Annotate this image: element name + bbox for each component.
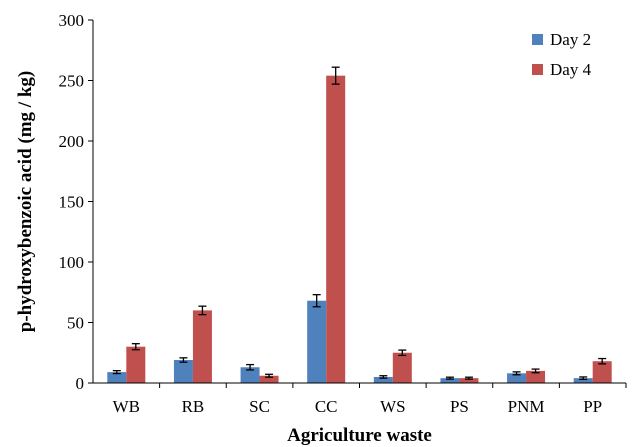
error-bar bbox=[312, 294, 321, 308]
error-bar bbox=[598, 357, 607, 365]
category-labels: WB RB SC CC WS PS PNM PP bbox=[113, 383, 627, 416]
legend-swatch-day-2 bbox=[532, 34, 543, 45]
bar-day-4-pnm bbox=[526, 370, 546, 383]
legend: Day 2 Day 4 bbox=[532, 30, 592, 79]
y-tick-label: 250 bbox=[59, 72, 85, 91]
bar-day-2-sc bbox=[240, 367, 260, 383]
y-tick-label: 300 bbox=[59, 11, 85, 30]
error-bar bbox=[398, 349, 407, 357]
error-bar bbox=[131, 343, 140, 351]
error-bar bbox=[379, 375, 388, 379]
error-bar bbox=[331, 66, 340, 85]
category-label: PNM bbox=[508, 397, 545, 416]
y-tick-label: 0 bbox=[76, 374, 85, 393]
bar-day-4-wb bbox=[126, 346, 146, 383]
error-bar bbox=[512, 371, 521, 376]
error-bar bbox=[198, 305, 207, 316]
bar-day-2-cc bbox=[307, 300, 327, 383]
error-bar bbox=[579, 376, 588, 381]
error-bar bbox=[464, 376, 473, 380]
bar-day-2-rb bbox=[173, 360, 193, 383]
y-tick-label: 150 bbox=[59, 193, 85, 212]
bar-day-2-ps bbox=[440, 378, 460, 383]
legend-swatch-day-4 bbox=[532, 64, 543, 75]
bar-day-4-pp bbox=[592, 361, 612, 383]
y-axis-ticks: 0 50 100 150 200 250 300 bbox=[59, 11, 93, 393]
x-axis-title: Agriculture waste bbox=[287, 425, 432, 446]
category-label: RB bbox=[182, 397, 205, 416]
bar-day-2-wb bbox=[107, 372, 127, 383]
bar-day-4-cc bbox=[326, 75, 346, 383]
category-label: PP bbox=[583, 397, 602, 416]
legend-label-day-2: Day 2 bbox=[550, 30, 591, 49]
bars bbox=[107, 66, 612, 383]
error-bar bbox=[531, 368, 540, 374]
error-bar bbox=[179, 357, 188, 363]
bar-day-4-rb bbox=[192, 310, 212, 383]
error-bar bbox=[112, 370, 121, 375]
error-bar bbox=[445, 376, 454, 380]
y-tick-label: 50 bbox=[67, 314, 84, 333]
y-axis-title: p-hydroxybenzoic acid (mg / kg) bbox=[15, 71, 36, 332]
bar-day-4-sc bbox=[259, 375, 279, 383]
bar-day-2-pp bbox=[573, 378, 593, 383]
error-bar bbox=[265, 373, 274, 378]
bar-day-2-ws bbox=[373, 376, 393, 383]
category-label: PS bbox=[450, 397, 469, 416]
bar-day-4-ps bbox=[459, 378, 479, 383]
y-tick-label: 200 bbox=[59, 132, 85, 151]
bar-day-4-ws bbox=[392, 352, 412, 383]
bar-day-2-pnm bbox=[507, 373, 527, 383]
category-label: WB bbox=[113, 397, 140, 416]
error-bar bbox=[246, 363, 255, 371]
y-tick-label: 100 bbox=[59, 253, 85, 272]
legend-label-day-4: Day 4 bbox=[550, 60, 592, 79]
category-label: WS bbox=[380, 397, 406, 416]
category-label: CC bbox=[315, 397, 338, 416]
category-label: SC bbox=[249, 397, 270, 416]
